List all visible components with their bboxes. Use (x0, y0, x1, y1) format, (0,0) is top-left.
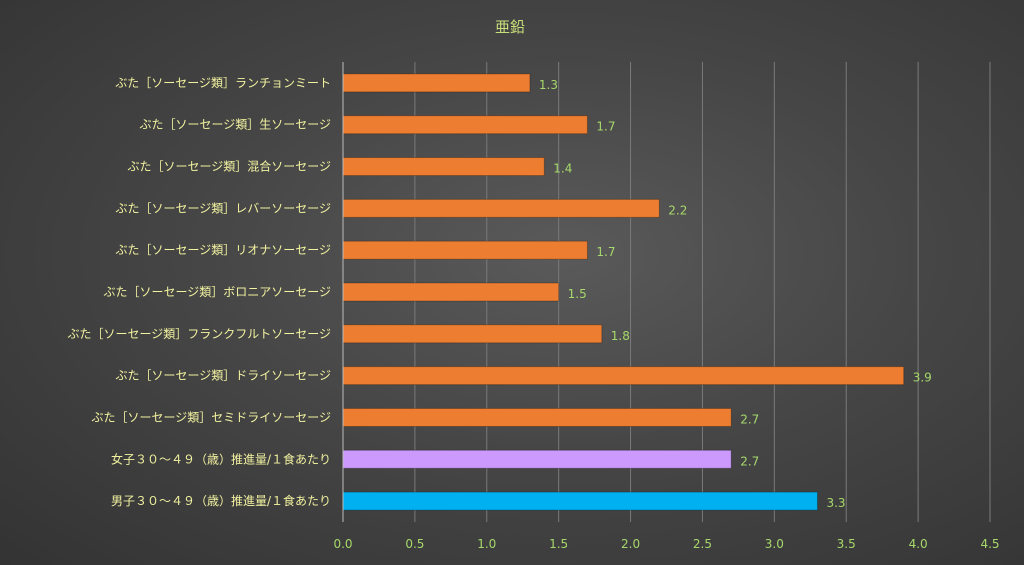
bar (342, 491, 818, 511)
x-tick-label: 3.5 (837, 537, 856, 551)
bar (342, 366, 905, 386)
category-label: ぶた［ソーセージ類］フランクフルトソーセージ (67, 327, 331, 341)
x-tick-label: 0.5 (405, 537, 424, 551)
x-tick-labels: 0.0 0.5 1.0 1.5 2.0 2.5 3.0 3.5 4.0 4.5 (333, 537, 999, 551)
category-label: ぶた［ソーセージ類］ランチョンミート (115, 76, 331, 90)
data-label: 1.7 (596, 245, 615, 259)
data-label: 3.9 (913, 371, 932, 385)
data-label: 1.8 (611, 329, 630, 343)
category-label: ぶた［ソーセージ類］混合ソーセージ (127, 159, 331, 174)
bars (342, 73, 905, 511)
bar (342, 157, 545, 177)
data-label: 2.7 (740, 412, 759, 426)
gridlines (414, 62, 991, 522)
x-tick-label: 1.5 (549, 537, 568, 551)
data-labels: 1.3 1.7 1.4 2.2 1.7 1.5 1.8 3.9 2.7 2.7 3.3 (539, 78, 932, 510)
bar (342, 73, 531, 93)
data-label: 2.7 (740, 454, 759, 468)
x-tick-label: 2.5 (693, 537, 712, 551)
bar (342, 324, 603, 344)
category-label: 男子３０～４９（歳）推進量/１食あたり (111, 493, 331, 508)
category-label: ぶた［ソーセージ類］セミドライソーセージ (91, 410, 331, 424)
bar (342, 407, 732, 427)
category-label: ぶた［ソーセージ類］レバーソーセージ (115, 201, 331, 215)
bar (342, 198, 660, 218)
data-label: 2.2 (668, 203, 687, 217)
bar (342, 240, 588, 260)
category-labels: ぶた［ソーセージ類］ランチョンミートぶた［ソーセージ類］生ソーセージぶた［ソーセ… (67, 76, 331, 508)
category-label: 女子３０～４９（歳）推進量/１食あたり (111, 451, 331, 466)
data-label: 1.3 (539, 78, 558, 92)
x-tick-label: 2.0 (621, 537, 640, 551)
data-label: 1.5 (568, 287, 587, 301)
category-label: ぶた［ソーセージ類］ボロニアソーセージ (103, 285, 331, 299)
bar (342, 282, 560, 302)
category-label: ぶた［ソーセージ類］生ソーセージ (139, 118, 331, 132)
chart-title: 亜鉛 (495, 18, 525, 36)
x-tick-label: 0.0 (333, 537, 352, 551)
bar (342, 115, 588, 135)
data-label: 1.7 (596, 120, 615, 134)
x-tick-label: 3.0 (765, 537, 784, 551)
x-tick-label: 1.0 (477, 537, 496, 551)
category-label: ぶた［ソーセージ類］リオナソーセージ (115, 243, 331, 257)
data-label: 3.3 (826, 496, 845, 510)
bar (342, 449, 732, 469)
x-tick-label: 4.5 (980, 537, 999, 551)
category-label: ぶた［ソーセージ類］ドライソーセージ (115, 369, 331, 383)
x-tick-label: 4.0 (909, 537, 928, 551)
data-label: 1.4 (553, 162, 572, 176)
